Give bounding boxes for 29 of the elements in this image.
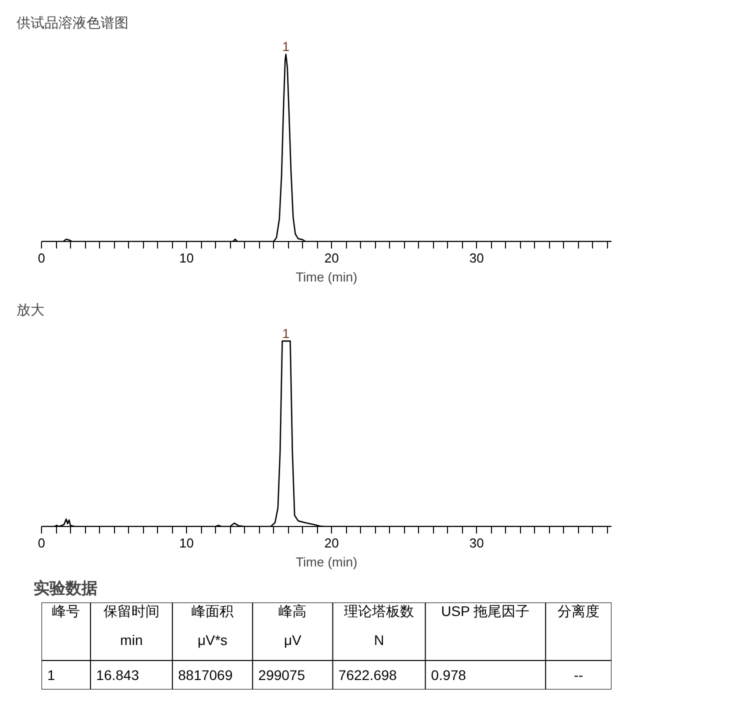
chart-title: 放大: [16, 302, 44, 318]
text: 实验数据: [34, 580, 98, 598]
x-tick-label: 0: [38, 250, 46, 266]
x-axis-title: Time (min): [296, 270, 358, 284]
x-tick-label: 10: [179, 536, 194, 550]
category-label: 峰号: [52, 603, 80, 620]
x-tick-label: 20: [324, 250, 339, 266]
x-tick-label: 30: [469, 250, 484, 266]
category-label: 理论塔板数 N: [344, 603, 414, 648]
x-axis-title: Time (min): [296, 554, 358, 570]
text: 7622.698: [338, 667, 398, 683]
text: 1: [47, 667, 56, 683]
x-tick-label: 30: [469, 536, 484, 550]
annotation: 1: [282, 39, 290, 54]
x-tick-label: 20: [324, 536, 339, 550]
x-tick-label: 10: [179, 250, 194, 266]
annotation: 1: [282, 326, 290, 342]
category-label: 峰面积 μV*s: [192, 603, 234, 648]
text: 8817069: [178, 667, 233, 683]
category-label: 峰高 μV: [278, 603, 307, 648]
category-label: USP 拖尾因子: [441, 603, 530, 620]
text: 16.843: [96, 667, 140, 683]
text: 0.978: [431, 667, 466, 683]
text: --: [574, 667, 584, 683]
chart-title: 供试品溶液色谱图: [16, 14, 128, 30]
category-label: 分离度: [558, 603, 600, 620]
text: 299075: [258, 667, 306, 683]
x-tick-label: 0: [38, 536, 46, 550]
category-label: 保留时间 min: [103, 603, 160, 648]
